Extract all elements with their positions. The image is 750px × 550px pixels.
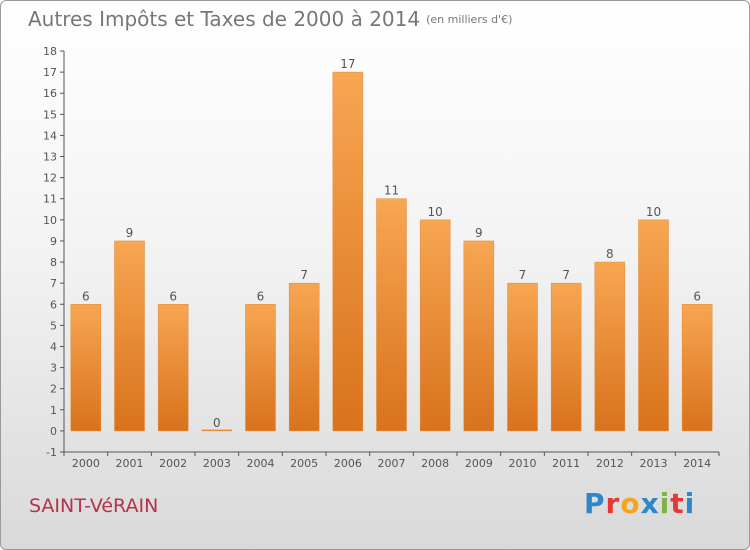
x-tick-label: 2002 (159, 457, 187, 470)
y-tick-label: 17 (43, 66, 57, 79)
logo-letter: i (684, 487, 696, 520)
bars (70, 71, 713, 432)
data-label: 6 (169, 289, 177, 303)
logo-letter: r (605, 487, 621, 520)
data-label: 8 (606, 247, 614, 261)
y-tick-label: 8 (50, 256, 57, 269)
x-tick-label: 2007 (378, 457, 406, 470)
data-label: 6 (257, 289, 265, 303)
chart-title-text: Autres Impôts et Taxes de 2000 à 2014 (28, 7, 421, 31)
x-tick-label: 2012 (596, 457, 624, 470)
data-label: 10 (646, 205, 661, 219)
y-tick-label: 11 (43, 193, 57, 206)
data-label: 6 (82, 289, 90, 303)
bar (550, 282, 582, 432)
bar (638, 219, 669, 432)
data-label: 7 (300, 268, 308, 282)
data-label: 11 (384, 184, 399, 198)
y-tick-label: 7 (50, 277, 57, 290)
y-tick-label: 10 (43, 214, 57, 227)
bar (245, 304, 276, 432)
logo-letter: P (584, 487, 606, 520)
y-tick-label: 16 (43, 87, 57, 100)
bar (463, 240, 495, 432)
y-tick-label: 9 (50, 235, 57, 248)
x-tick-label: 2001 (116, 457, 144, 470)
x-tick-label: 2005 (290, 457, 318, 470)
x-tick-label: 2004 (247, 457, 275, 470)
chart-title: Autres Impôts et Taxes de 2000 à 2014 (en… (28, 7, 512, 31)
data-label: 10 (428, 205, 443, 219)
x-tick-label: 2003 (203, 457, 231, 470)
bar (376, 198, 407, 432)
y-tick-label: 5 (50, 319, 57, 332)
y-tick-label: 18 (43, 45, 57, 58)
x-tick-label: 2014 (683, 457, 711, 470)
chart-subtitle: (en milliers d'€) (426, 13, 513, 26)
commune-name: SAINT-VéRAIN (29, 495, 159, 517)
logo-letter: x (640, 487, 660, 520)
y-tick-label: 4 (50, 340, 57, 353)
bar (594, 261, 626, 432)
bar (70, 304, 102, 432)
bar (201, 429, 233, 432)
x-tick-label: 2000 (72, 457, 100, 470)
data-label: 6 (693, 289, 701, 303)
data-label: 0 (213, 416, 221, 430)
y-tick-label: 6 (50, 298, 57, 311)
bar (419, 219, 451, 432)
logo-letter: i (659, 487, 671, 520)
data-labels: 6 9 6 0 6 7 17 11 10 9 7 7 8 10 6 (82, 57, 701, 430)
y-tick-label: 0 (50, 425, 57, 438)
x-tick-label: 2013 (640, 457, 668, 470)
data-label: 9 (475, 226, 483, 240)
y-tick-label: -1 (46, 446, 57, 459)
x-axis: 2000 2001 2002 2003 2004 2005 2006 2007 2008 2009… (63, 451, 720, 470)
x-tick-label: 2009 (465, 457, 493, 470)
data-label: 7 (519, 268, 527, 282)
x-tick-label: 2008 (421, 457, 449, 470)
data-label: 7 (562, 268, 570, 282)
logo-letter: t (670, 487, 685, 520)
x-tick-label: 2006 (334, 457, 362, 470)
y-tick-label: 2 (50, 383, 57, 396)
y-tick-label: 15 (43, 108, 57, 121)
y-tick-label: 1 (50, 404, 57, 417)
y-tick-label: 13 (43, 151, 57, 164)
bar (114, 240, 145, 432)
bar (157, 304, 189, 432)
bar (332, 71, 364, 432)
bar (288, 282, 320, 432)
proxiti-logo[interactable]: Proxiti (584, 487, 695, 520)
y-tick-label: 14 (43, 129, 57, 142)
data-label: 17 (340, 57, 355, 71)
data-label: 9 (126, 226, 134, 240)
bar (681, 304, 713, 432)
y-tick-label: 12 (43, 172, 57, 185)
y-tick-label: 3 (50, 362, 57, 375)
x-tick-label: 2011 (552, 457, 580, 470)
x-tick-label: 2010 (509, 457, 537, 470)
logo-letter: o (620, 487, 641, 520)
bar (507, 282, 538, 432)
